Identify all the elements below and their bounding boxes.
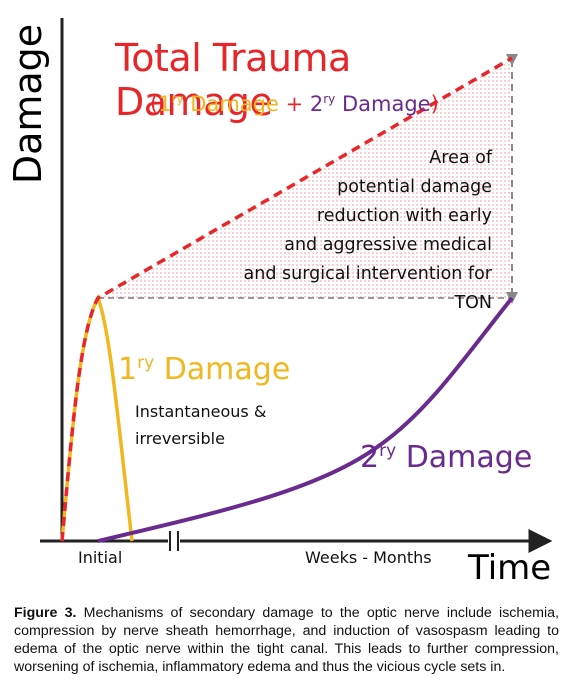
diagram-canvas [40,18,553,553]
intervention-note: Area of potential damage reduction with … [243,148,492,313]
x-axis-label: Time [468,548,552,588]
figure-caption: Figure 3. Mechanisms of secondary damage… [14,604,559,676]
damage-time-diagram: Damage Total Trauma Damage (1ry Damage +… [6,18,553,588]
y-axis-label: Damage [6,23,50,185]
caption-text: Mechanisms of secondary damage to the op… [14,605,559,675]
primary-damage-note: Instantaneous & irreversible [135,402,267,448]
diagram-title: Total Trauma Damage [115,36,351,124]
x-tick-weeks-months: Weeks - Months [305,548,432,567]
primary-damage-label: 1ry Damage [118,352,291,387]
secondary-damage-label: 2ry Damage [360,440,533,475]
axis-break [168,531,180,551]
diagram-subtitle: (1ry Damage + 2ry Damage) [150,92,439,116]
x-tick-initial: Initial [78,548,123,567]
caption-label: Figure 3. [14,605,77,621]
secondary-damage-curve [97,296,514,543]
